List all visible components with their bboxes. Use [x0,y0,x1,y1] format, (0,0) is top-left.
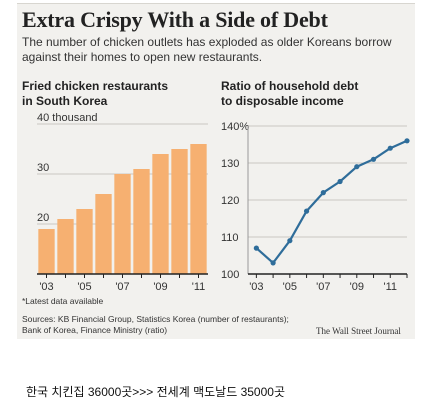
caption-text: 한국 치킨집 36000곳>>> 전세계 맥도날드 35000곳 [26,385,285,399]
line-chart-title-line1: Ratio of household debt [221,79,359,93]
debt-ratio-point [337,178,343,185]
debt-ratio-point [387,145,393,151]
line-x-tick-label: '05 [283,281,297,293]
bar-y-tick-label: 40 thousand [37,112,98,124]
debt-ratio-point [370,156,377,162]
line-y-tick-label: 130 [221,158,239,170]
bar-x-tick-label: '07 [115,281,129,293]
debt-ratio-point [253,245,259,251]
source-line-2: Bank of Korea, Finance Ministry (ratio) [22,325,168,335]
debt-ratio-point [303,208,310,214]
bar-chart: 20 30 40 thousand '03 '05 '07 '09 '11 [37,112,208,293]
bar-chart-title-line1: Fried chicken restaurants [22,79,169,93]
line-y-tick-label: 110 [221,232,239,244]
debt-ratio-line [255,139,408,264]
debt-ratio-point [270,260,276,266]
debt-ratio-point [354,164,360,170]
line-y-tick-label: 140% [221,121,249,133]
line-y-tick-label: 120 [221,195,239,207]
source-note: Sources: KB Financial Group, Statistics … [22,314,322,336]
bar-chart-title: Fried chicken restaurants in South Korea [22,79,192,109]
bar-rect [38,229,55,274]
debt-ratio-point [404,138,410,144]
bar-x-tick-label: '09 [153,281,167,293]
bar-rect [57,219,74,274]
bar-rect [76,209,93,274]
credit: The Wall Street Journal [316,326,401,336]
chart-graphic-panel [17,3,415,339]
source-line-1: Sources: KB Financial Group, Statistics … [22,314,289,324]
debt-ratio-point [320,190,326,196]
line-chart-title: Ratio of household debt to disposable in… [221,79,411,109]
bar-x-tick-label: '03 [39,281,53,293]
bar-rect [95,194,112,274]
bar-chart-title-line2: in South Korea [22,94,108,108]
bar-y-tick-label: 30 [37,162,49,174]
bar-rect [152,154,169,274]
line-y-tick-label: 100 [221,269,239,281]
dek-text: The number of chicken outlets has explod… [22,35,392,64]
line-x-tick-label: '09 [350,281,364,293]
line-x-tick-label: '11 [383,281,397,293]
line-chart: 100 110 120 130 140% '03 '05 '07 '09 '11 [221,121,410,293]
bar-rect [114,174,131,274]
bar-x-tick-label: '11 [192,281,206,293]
headline: Extra Crispy With a Side of Debt [22,7,328,32]
bar-rect [133,169,150,274]
line-chart-title-line2: to disposable income [221,94,344,108]
footnote: *Latest data available [22,296,104,306]
line-x-tick-label: '07 [316,281,330,293]
debt-ratio-point [287,238,293,244]
bar-y-tick-label: 20 [37,212,49,224]
bar-x-tick-label: '05 [77,281,91,293]
bar-rect [171,149,188,274]
line-x-tick-label: '03 [249,281,263,293]
bar-rect [190,144,207,274]
